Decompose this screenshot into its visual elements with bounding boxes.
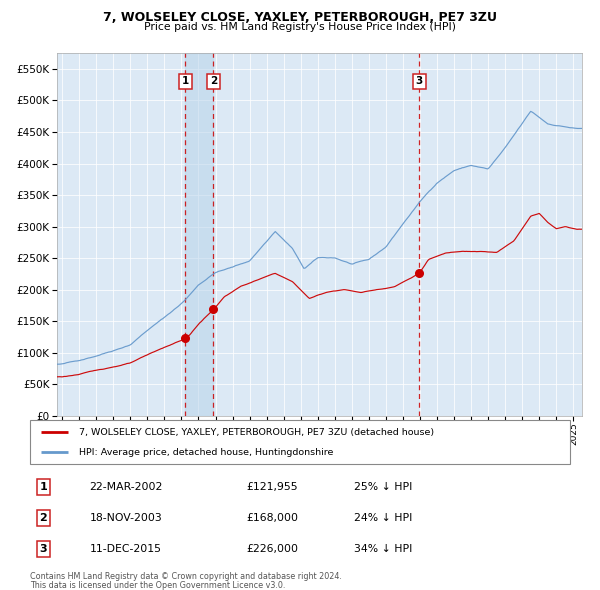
Text: Contains HM Land Registry data © Crown copyright and database right 2024.: Contains HM Land Registry data © Crown c…: [30, 572, 342, 581]
Text: 18-NOV-2003: 18-NOV-2003: [89, 513, 162, 523]
Text: 2: 2: [40, 513, 47, 523]
Text: 25% ↓ HPI: 25% ↓ HPI: [354, 482, 412, 491]
Bar: [185, 53, 214, 416]
Text: 24% ↓ HPI: 24% ↓ HPI: [354, 513, 412, 523]
Text: This data is licensed under the Open Government Licence v3.0.: This data is licensed under the Open Gov…: [30, 581, 286, 589]
Text: 3: 3: [40, 544, 47, 553]
Text: HPI: Average price, detached house, Huntingdonshire: HPI: Average price, detached house, Hunt…: [79, 448, 333, 457]
FancyBboxPatch shape: [30, 420, 570, 464]
Text: 1: 1: [182, 77, 189, 87]
Text: £121,955: £121,955: [246, 482, 298, 491]
Text: 3: 3: [415, 77, 422, 87]
Text: 7, WOLSELEY CLOSE, YAXLEY, PETERBOROUGH, PE7 3ZU: 7, WOLSELEY CLOSE, YAXLEY, PETERBOROUGH,…: [103, 11, 497, 24]
Text: 1: 1: [40, 482, 47, 491]
Text: £226,000: £226,000: [246, 544, 298, 553]
Text: 7, WOLSELEY CLOSE, YAXLEY, PETERBOROUGH, PE7 3ZU (detached house): 7, WOLSELEY CLOSE, YAXLEY, PETERBOROUGH,…: [79, 428, 434, 437]
Text: Price paid vs. HM Land Registry's House Price Index (HPI): Price paid vs. HM Land Registry's House …: [144, 22, 456, 32]
Text: 11-DEC-2015: 11-DEC-2015: [89, 544, 161, 553]
Text: 34% ↓ HPI: 34% ↓ HPI: [354, 544, 412, 553]
Text: 22-MAR-2002: 22-MAR-2002: [89, 482, 163, 491]
Text: 2: 2: [210, 77, 217, 87]
Text: £168,000: £168,000: [246, 513, 298, 523]
